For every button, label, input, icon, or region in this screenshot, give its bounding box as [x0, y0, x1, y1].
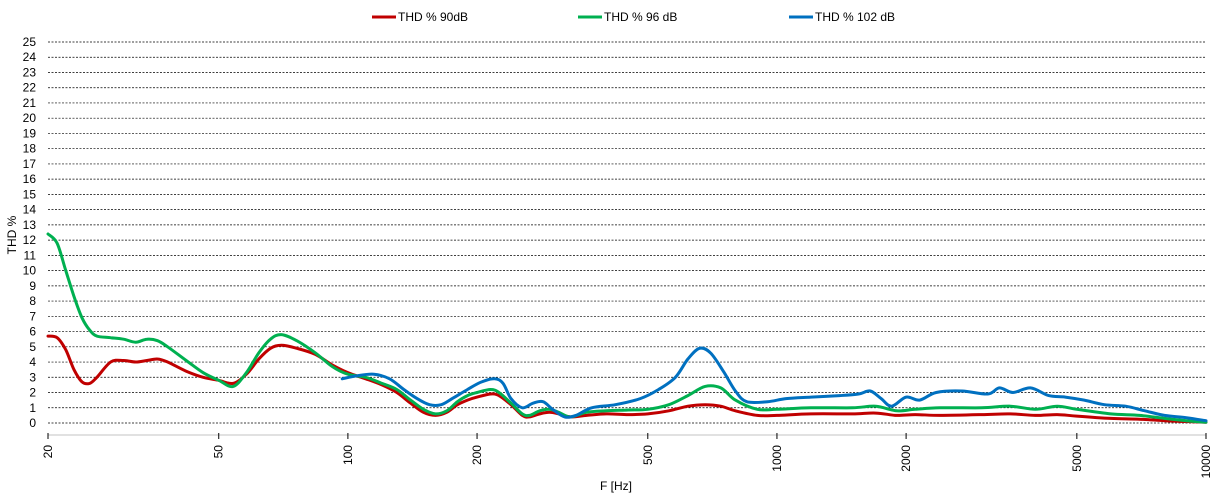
- y-tick-label: 12: [23, 233, 37, 247]
- y-tick-label: 23: [23, 65, 37, 79]
- x-tick-label: 200: [470, 445, 484, 465]
- y-tick-label: 15: [23, 187, 37, 201]
- y-tick-label: 25: [23, 35, 37, 49]
- series-line-1: [46, 334, 1208, 424]
- x-tick-label: 1000: [770, 445, 784, 472]
- y-axis-label: THD %: [5, 215, 19, 254]
- x-tick-label: 10000: [1199, 445, 1213, 479]
- y-tick-label: 22: [23, 81, 37, 95]
- y-tick-label: 13: [23, 218, 37, 232]
- y-tick-label: 8: [29, 294, 36, 308]
- y-tick-label: 20: [23, 111, 37, 125]
- legend-label: THD % 90dB: [398, 10, 468, 24]
- y-tick-label: 10: [23, 264, 37, 278]
- y-tick-label: 9: [29, 279, 36, 293]
- y-tick-label: 18: [23, 142, 37, 156]
- x-tick-label: 5000: [1070, 445, 1084, 472]
- y-tick-label: 17: [23, 157, 37, 171]
- y-tick-label: 5: [29, 340, 36, 354]
- y-tick-label: 4: [29, 355, 36, 369]
- legend: THD % 90dB THD % 96 dB THD % 102 dB: [372, 10, 895, 24]
- x-tick-label: 50: [212, 445, 226, 459]
- x-tick-label: 100: [341, 445, 355, 465]
- series-lines: [46, 232, 1208, 424]
- y-tick-label: 16: [23, 172, 37, 186]
- y-axis-ticks: 0123456789101112131415161718192021222324…: [23, 35, 37, 430]
- legend-label: THD % 102 dB: [815, 10, 895, 24]
- x-axis-label: F [Hz]: [600, 479, 632, 493]
- grid-lines: [48, 41, 1206, 424]
- x-axis-ticks: 20 50 100 200 500 1000 2000 5000 10000: [41, 433, 1213, 478]
- y-tick-label: 6: [29, 325, 36, 339]
- y-tick-label: 1: [29, 401, 36, 415]
- y-tick-label: 2: [29, 386, 36, 400]
- x-tick-label: 20: [41, 445, 55, 459]
- y-tick-label: 11: [24, 248, 37, 262]
- y-tick-label: 24: [23, 50, 37, 64]
- y-tick-label: 0: [29, 416, 36, 430]
- series-line-2: [46, 232, 1208, 424]
- series-line-3: [340, 346, 1208, 423]
- legend-label: THD % 96 dB: [604, 10, 677, 24]
- y-tick-label: 21: [23, 96, 37, 110]
- y-tick-label: 19: [23, 126, 37, 140]
- y-tick-label: 3: [29, 370, 36, 384]
- x-tick-label: 500: [641, 445, 655, 465]
- x-tick-label: 2000: [899, 445, 913, 472]
- y-tick-label: 14: [23, 203, 37, 217]
- y-tick-label: 7: [29, 309, 36, 323]
